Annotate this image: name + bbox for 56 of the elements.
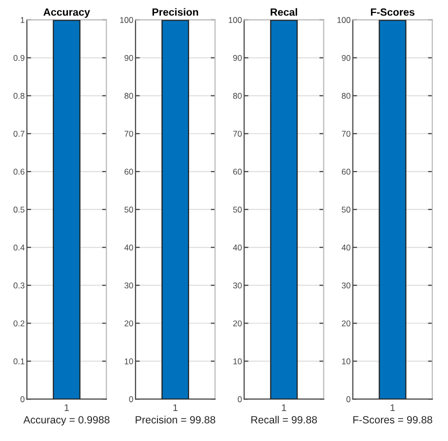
chart-title: Precision [152,8,198,16]
chart-title: F-Scores [370,8,414,16]
y-tick-label: 0.5 [14,206,24,213]
x-axis-title: F-Scores = 99.88 [353,416,432,424]
y-tick-label: 1 [20,17,24,23]
y-tick-label: 60 [342,168,350,175]
y-tick-label: 70 [233,130,242,137]
x-tick-label: 1 [64,404,69,412]
y-tick-label: 50 [342,206,350,213]
y-tick-label: 60 [124,168,134,175]
x-axis-title: Accuracy = 0.9988 [23,416,110,426]
y-tick-label: 100 [228,17,242,23]
y-tick-label: 30 [342,282,350,288]
y-tick-label: 20 [124,320,134,326]
y-tick-label: 10 [342,358,350,364]
y-tick-label: 90 [342,54,350,61]
y-tick-label: 70 [342,130,350,137]
y-tick-label: 40 [342,244,350,251]
y-tick-label: 10 [233,358,242,364]
chart-title: Recal [270,8,298,16]
y-tick-label: 80 [124,92,134,99]
y-tick-label: 20 [233,320,242,326]
y-tick-label: 50 [233,206,242,213]
y-tick-label: 0 [129,396,134,402]
y-tick-label: 0.6 [14,168,24,175]
y-tick-label: 70 [124,130,134,137]
y-tick-label: 80 [233,92,242,99]
y-tick-label: 0.2 [14,320,24,326]
x-axis-title: Precision = 99.88 [136,416,216,424]
y-tick-label: 30 [124,282,134,288]
x-axis-title: Recall = 99.88 [251,416,317,424]
y-tick-label: 90 [233,54,242,61]
x-tick-label: 1 [282,404,286,412]
y-tick-label: 0.9 [14,54,24,61]
y-tick-label: 100 [120,17,134,23]
y-tick-label: 30 [233,282,242,288]
y-tick-label: 60 [233,168,242,175]
y-tick-label: 10 [124,358,134,364]
y-tick-label: 0.7 [14,130,24,137]
y-tick-label: 0.1 [14,358,24,364]
y-tick-label: 0.8 [14,92,24,99]
y-tick-label: 100 [337,17,350,23]
y-tick-label: 80 [342,92,350,99]
y-tick-label: 40 [233,244,242,251]
y-tick-label: 0.4 [14,244,25,251]
y-tick-label: 0.3 [14,282,24,288]
y-tick-label: 0 [346,396,350,402]
y-tick-label: 40 [124,244,134,251]
chart-title: Accuracy [43,8,90,18]
y-tick-label: 50 [124,206,134,213]
y-tick-label: 90 [124,54,134,61]
y-tick-label: 0 [20,396,24,402]
y-tick-label: 0 [238,396,242,402]
x-tick-label: 1 [390,404,395,412]
y-tick-label: 20 [342,320,350,326]
x-tick-label: 1 [173,404,178,412]
